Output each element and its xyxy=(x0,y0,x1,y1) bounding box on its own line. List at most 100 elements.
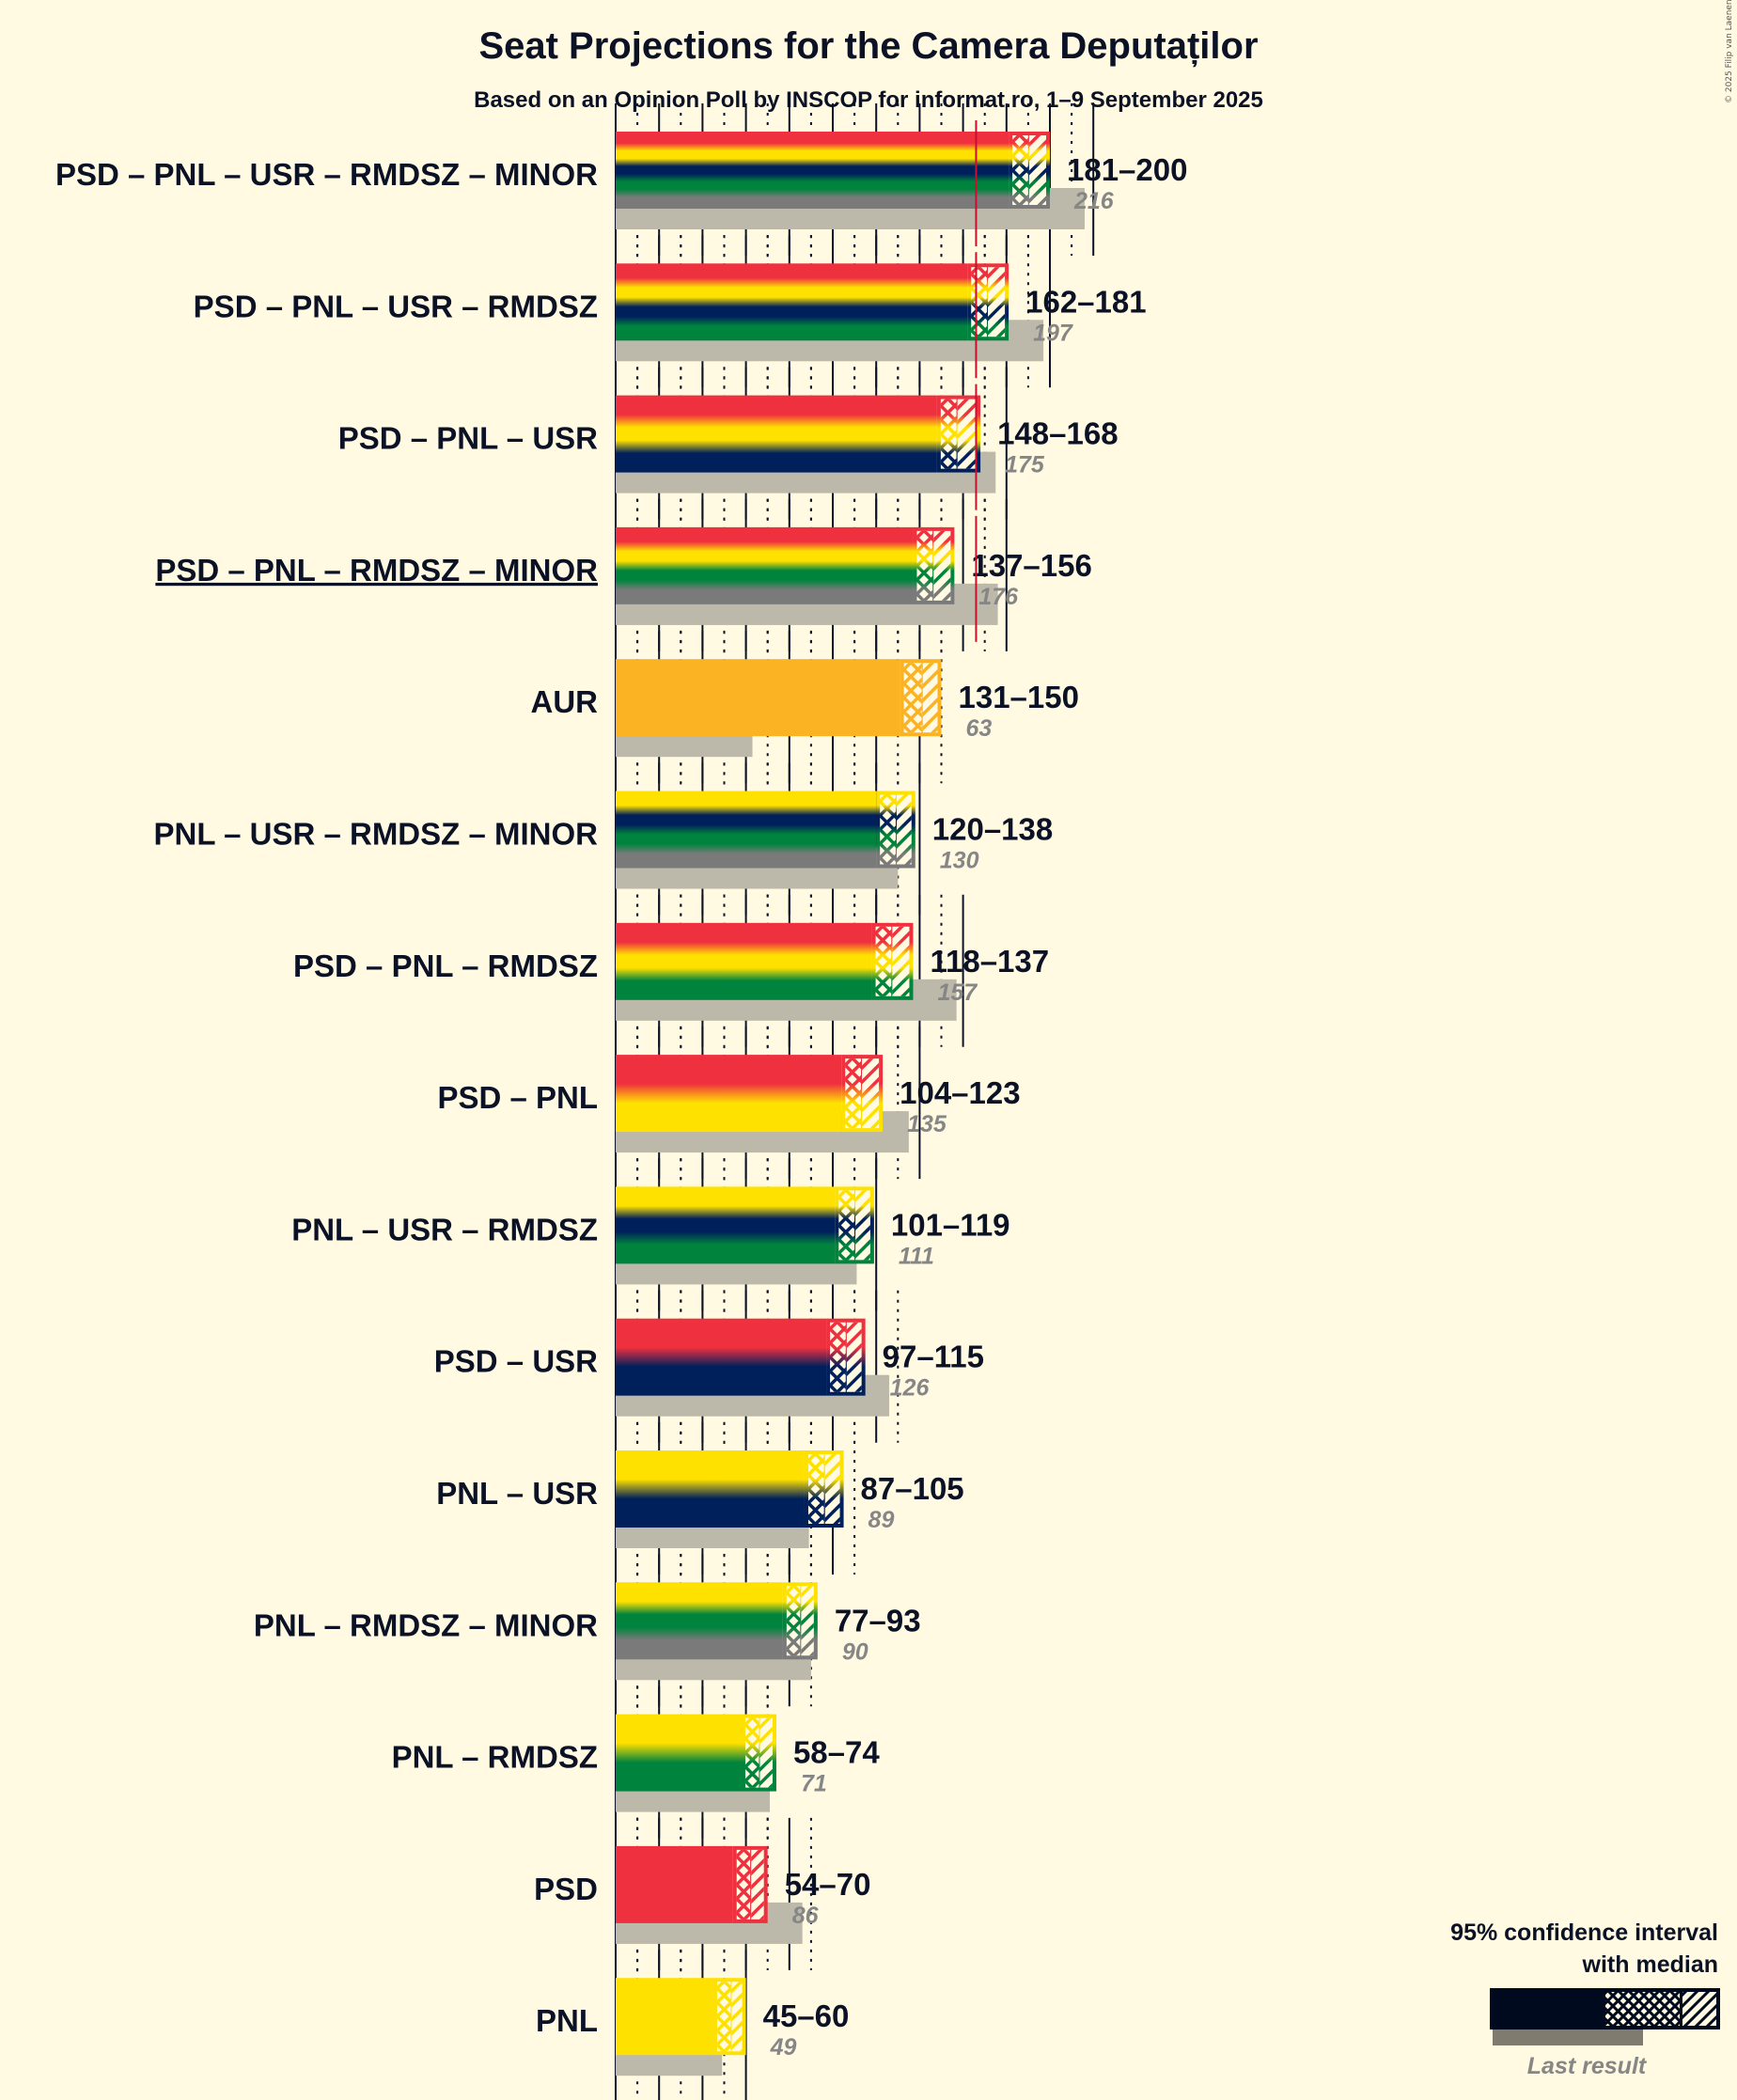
projection-bar xyxy=(616,263,968,341)
category-label: PSD – PNL – USR xyxy=(338,421,598,456)
median-hatch xyxy=(971,267,988,337)
projection-bar xyxy=(616,1714,742,1792)
range-label: 58–74 xyxy=(793,1735,880,1770)
upper-hatch xyxy=(855,1190,870,1261)
legend-title-line2: with median xyxy=(1582,1951,1718,1978)
last-result-label: 49 xyxy=(770,2034,797,2061)
median-hatch xyxy=(744,1717,759,1788)
projection-bar xyxy=(616,1318,827,1396)
upper-hatch xyxy=(759,1717,773,1788)
category-label: PSD – PNL xyxy=(437,1080,598,1115)
last-result-label: 71 xyxy=(801,1771,827,1797)
projection-bar xyxy=(616,1186,836,1264)
last-result-label: 216 xyxy=(1073,188,1115,214)
range-label: 77–93 xyxy=(835,1603,921,1638)
legend-last-result-bar xyxy=(1493,2029,1643,2045)
range-label: 131–150 xyxy=(959,680,1079,714)
projection-bar xyxy=(616,132,1009,209)
upper-hatch xyxy=(846,1322,862,1392)
range-label: 162–181 xyxy=(1025,284,1146,319)
category-label: PSD – USR xyxy=(434,1344,598,1379)
projection-bar xyxy=(616,1450,805,1528)
category-label: PNL – USR – RMDSZ – MINOR xyxy=(154,817,599,852)
upper-hatch xyxy=(824,1454,840,1524)
projection-bar xyxy=(616,395,937,473)
copyright-text: © 2025 Filip van Laenen xyxy=(1725,0,1734,103)
category-label: PNL – USR – RMDSZ xyxy=(291,1212,598,1246)
upper-hatch xyxy=(892,926,910,996)
median-hatch xyxy=(736,1849,751,1920)
category-label: PNL – RMDSZ xyxy=(392,1740,598,1775)
last-result-label: 111 xyxy=(899,1243,934,1269)
median-hatch xyxy=(903,663,922,733)
projection-bar xyxy=(616,1582,783,1660)
category-label: PSD xyxy=(534,1872,598,1906)
upper-hatch xyxy=(988,267,1006,337)
range-label: 181–200 xyxy=(1067,152,1187,187)
bar-row: PSD – PNL – USR – RMDSZ – MINOR 181–20021… xyxy=(55,132,1187,229)
chart-subtitle: Based on an Opinion Poll by INSCOP for i… xyxy=(474,87,1263,113)
projection-bar xyxy=(616,1845,733,1923)
upper-hatch xyxy=(862,1058,880,1129)
median-hatch xyxy=(880,794,896,865)
legend-median-hatch xyxy=(1605,1992,1680,2026)
bar-rows: PSD – PNL – USR – RMDSZ – MINOR 181–20021… xyxy=(55,132,1187,2076)
projection-bar xyxy=(616,1978,713,2056)
last-result-label: 175 xyxy=(1005,452,1045,478)
projection-bar xyxy=(616,1055,842,1133)
projection-bar xyxy=(616,922,872,1000)
range-label: 101–119 xyxy=(891,1207,1010,1242)
upper-hatch xyxy=(731,1982,743,2052)
median-hatch xyxy=(1012,135,1028,205)
legend-solid-bar xyxy=(1490,1988,1720,2029)
last-result-label: 157 xyxy=(937,979,978,1006)
last-result-label: 86 xyxy=(792,1903,820,1929)
upper-hatch xyxy=(1028,135,1047,205)
median-hatch xyxy=(875,926,892,996)
projection-bar xyxy=(616,526,914,604)
median-hatch xyxy=(830,1322,846,1392)
category-label: PNL – RMDSZ – MINOR xyxy=(254,1607,598,1642)
upper-hatch xyxy=(922,663,938,733)
category-label: PSD – PNL – RMDSZ xyxy=(293,948,598,983)
legend-upper-hatch xyxy=(1682,1992,1716,2026)
category-label: PNL – USR xyxy=(436,1476,598,1511)
projection-bar xyxy=(616,791,877,869)
category-label: PSD – PNL – RMDSZ – MINOR xyxy=(155,553,598,588)
median-hatch xyxy=(716,1982,731,2052)
range-label: 104–123 xyxy=(900,1075,1020,1110)
category-label: PSD – PNL – USR – RMDSZ xyxy=(194,289,598,323)
range-label: 87–105 xyxy=(861,1471,964,1506)
upper-hatch xyxy=(751,1849,764,1920)
projection-bar xyxy=(616,659,900,737)
last-result-label: 130 xyxy=(940,848,979,874)
upper-hatch xyxy=(957,399,978,469)
last-result-label: 135 xyxy=(907,1111,947,1137)
category-label: PSD – PNL – USR – RMDSZ – MINOR xyxy=(55,157,598,192)
upper-hatch xyxy=(896,794,912,865)
range-label: 97–115 xyxy=(883,1340,984,1374)
category-label: AUR xyxy=(531,684,599,719)
upper-hatch xyxy=(801,1586,814,1656)
upper-hatch xyxy=(933,530,951,601)
median-hatch xyxy=(940,399,957,469)
last-result-label: 90 xyxy=(842,1638,868,1665)
median-hatch xyxy=(916,530,933,601)
last-result-label: 126 xyxy=(890,1375,931,1402)
range-label: 45–60 xyxy=(763,1998,850,2033)
